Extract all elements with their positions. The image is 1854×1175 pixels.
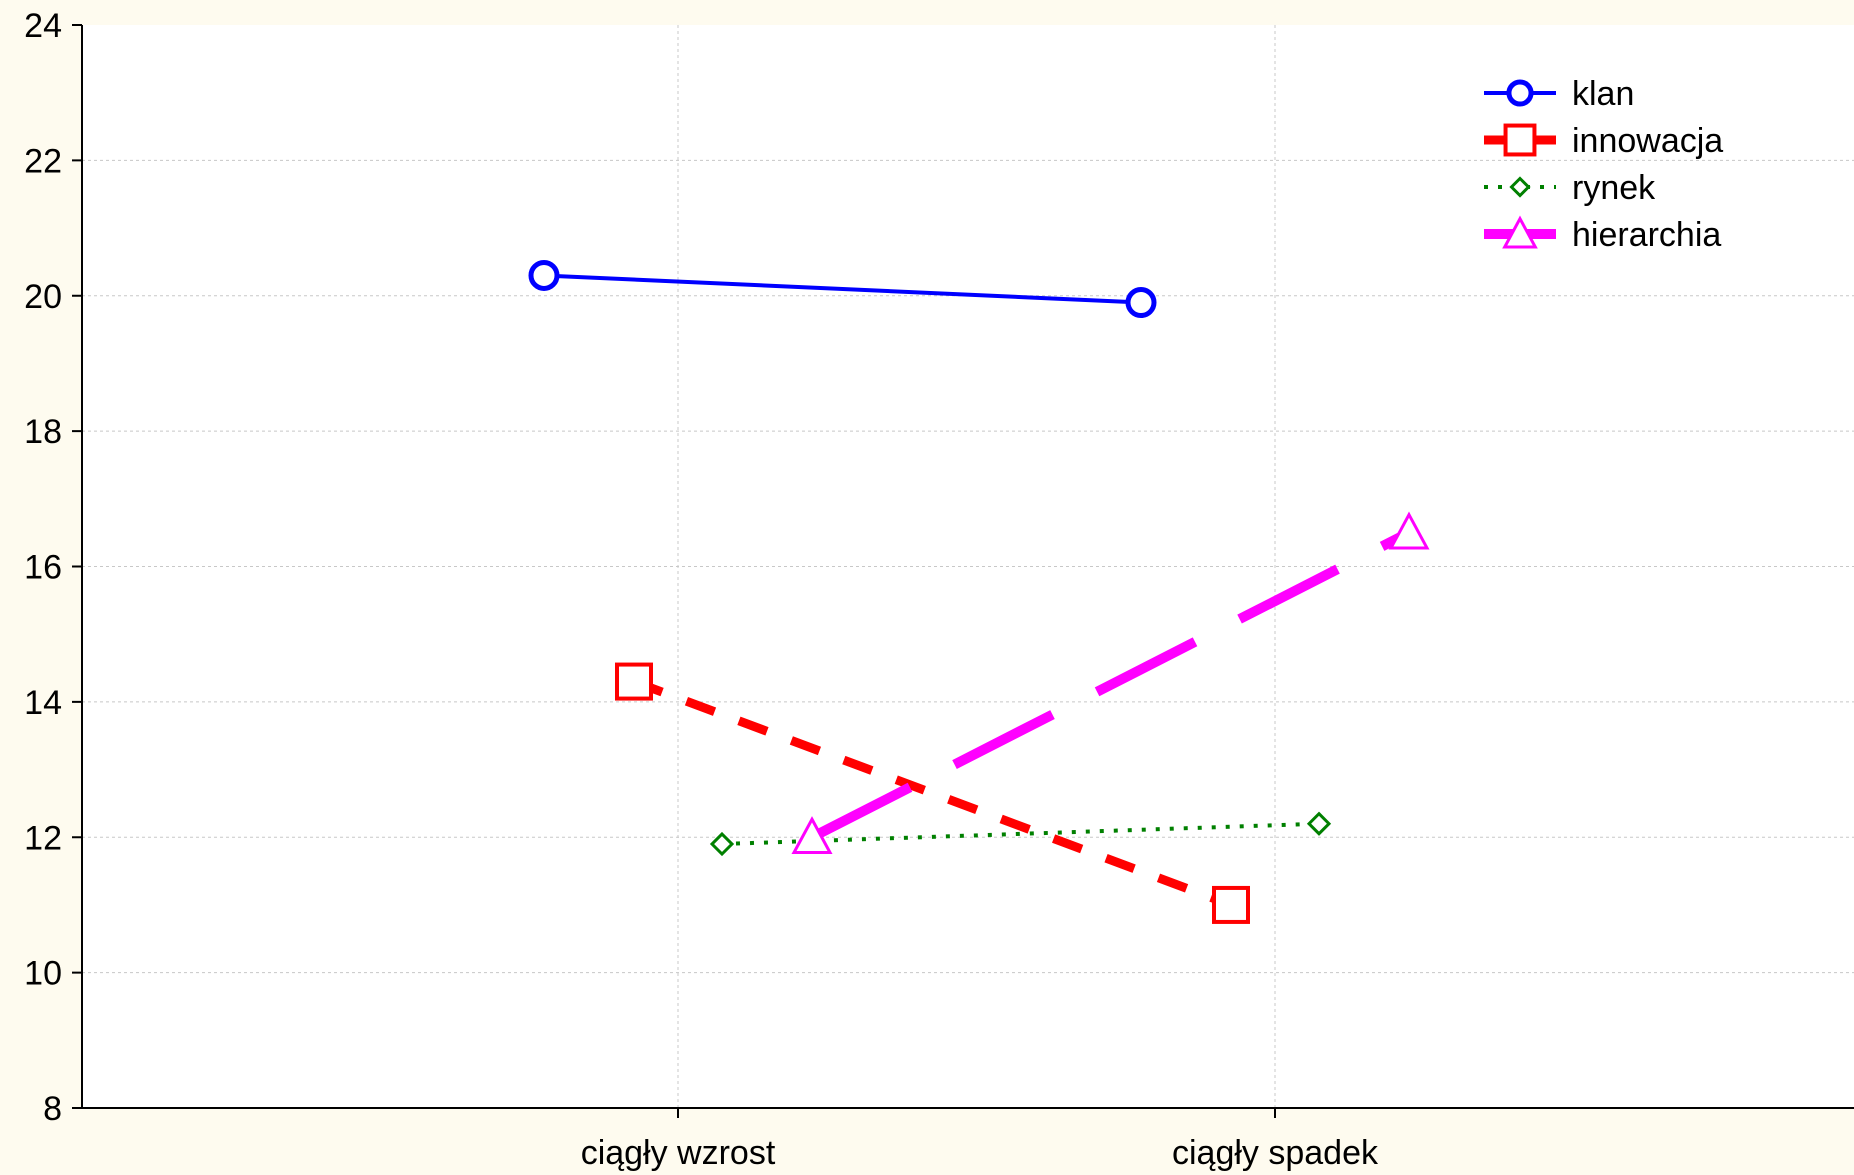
legend-marker-rynek bbox=[1509, 176, 1531, 198]
y-tick-label: 20 bbox=[24, 278, 62, 316]
data-point-innowacja-1 bbox=[1212, 885, 1250, 924]
y-tick-label: 10 bbox=[24, 955, 62, 993]
data-point-rynek-0 bbox=[709, 831, 735, 857]
legend-item-klan: klan bbox=[1484, 75, 1634, 113]
y-tick-label: 12 bbox=[24, 819, 62, 857]
legend: klan innowacja rynek hierarchia bbox=[1484, 75, 1723, 254]
data-point-klan-1 bbox=[1125, 287, 1157, 319]
data-point-innowacja-0 bbox=[615, 662, 653, 701]
legend-item-innowacja: innowacja bbox=[1484, 122, 1723, 160]
data-point-hierarchia-1 bbox=[1388, 511, 1430, 550]
series-hierarchia bbox=[791, 511, 1430, 855]
x-tick-label: ciągły spadek bbox=[1172, 1134, 1379, 1172]
y-tick-label: 24 bbox=[24, 7, 62, 45]
series-innowacja bbox=[615, 662, 1250, 924]
legend-item-hierarchia: hierarchia bbox=[1484, 215, 1721, 254]
y-tick-label: 14 bbox=[24, 684, 62, 722]
legend-marker-hierarchia bbox=[1502, 215, 1538, 249]
legend-label-hierarchia: hierarchia bbox=[1572, 216, 1721, 254]
series-line-innowacja bbox=[632, 677, 1233, 910]
y-tick-label: 16 bbox=[24, 549, 62, 587]
series-group bbox=[528, 259, 1430, 924]
legend-item-rynek: rynek bbox=[1484, 169, 1656, 207]
x-axis-ticks: ciągły wzrost ciągły spadek bbox=[581, 1108, 1379, 1172]
data-point-rynek-1 bbox=[1306, 811, 1332, 836]
y-tick-label: 8 bbox=[43, 1090, 62, 1128]
grid-lines bbox=[82, 25, 1854, 1108]
legend-label-klan: klan bbox=[1572, 75, 1634, 113]
data-point-klan-0 bbox=[528, 259, 560, 291]
legend-label-innowacja: innowacja bbox=[1572, 122, 1723, 160]
legend-marker-klan bbox=[1506, 79, 1534, 107]
x-tick-label: ciągły wzrost bbox=[581, 1134, 776, 1172]
y-tick-label: 22 bbox=[24, 142, 62, 180]
legend-label-rynek: rynek bbox=[1572, 169, 1656, 207]
data-point-hierarchia-0 bbox=[791, 816, 833, 855]
series-line-klan bbox=[543, 273, 1142, 305]
series-klan bbox=[528, 259, 1157, 319]
y-axis-ticks: 8 10 12 14 16 18 20 22 24 bbox=[24, 7, 82, 1128]
legend-marker-innowacja bbox=[1503, 123, 1537, 157]
series-line-hierarchia bbox=[809, 528, 1412, 842]
y-tick-label: 18 bbox=[24, 413, 62, 451]
